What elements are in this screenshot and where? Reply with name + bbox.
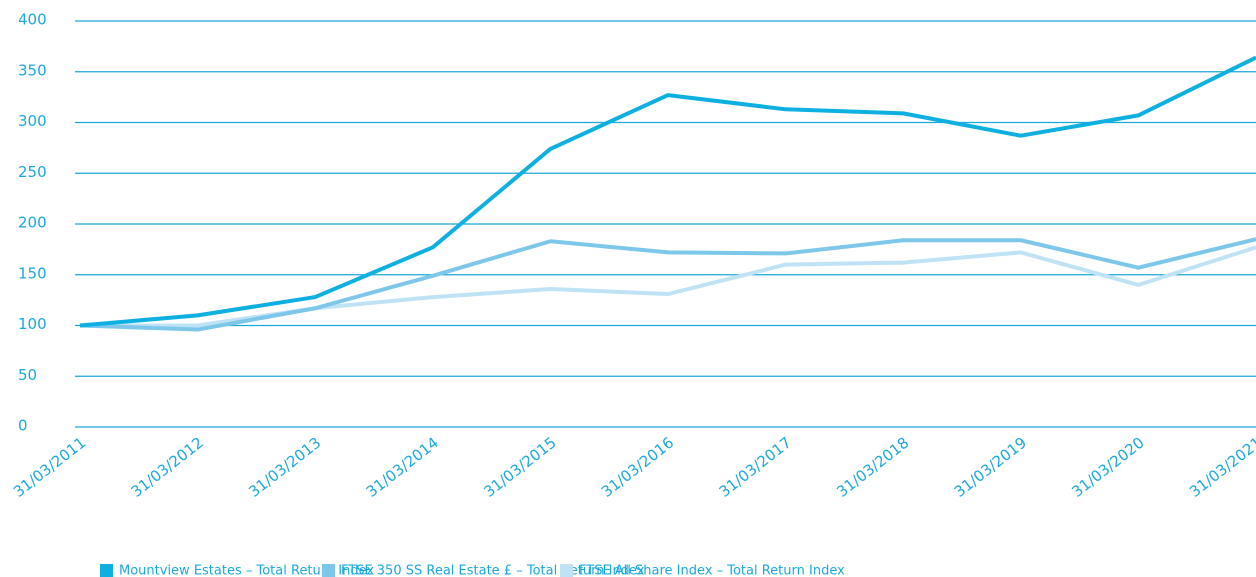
y-tick-label: 200 xyxy=(18,214,47,232)
legend-label: FTSE All Share Index – Total Return Inde… xyxy=(579,564,845,577)
line xyxy=(80,245,1256,328)
y-tick-label: 400 xyxy=(18,11,47,29)
x-tick-label: 31/03/2014 xyxy=(363,434,442,501)
line xyxy=(79,55,1256,328)
legend-swatch xyxy=(560,564,573,577)
y-tick-label: 250 xyxy=(18,163,47,181)
x-tick-label: 31/03/2015 xyxy=(480,434,559,501)
y-tick-label: 150 xyxy=(18,264,47,282)
legend-label: Mountview Estates – Total Return Index xyxy=(119,564,374,577)
x-tick-label: 31/03/2013 xyxy=(245,434,324,501)
legend-swatch xyxy=(100,564,113,577)
x-tick-label: 31/03/2012 xyxy=(128,434,207,501)
x-tick-label: 31/03/2019 xyxy=(951,434,1030,501)
x-tick-label: 31/03/2021 xyxy=(1186,434,1256,501)
legend-swatch xyxy=(322,564,335,577)
y-tick-label: 350 xyxy=(18,61,47,79)
y-tick-label: 300 xyxy=(18,112,47,130)
x-tick-label: 31/03/2011 xyxy=(10,434,89,501)
y-tick-label: 50 xyxy=(18,366,37,384)
x-tick-label: 31/03/2018 xyxy=(833,434,912,501)
y-tick-label: 100 xyxy=(18,315,47,333)
x-tick-label: 31/03/2016 xyxy=(598,434,677,501)
line xyxy=(79,237,1256,332)
y-tick-label: 0 xyxy=(18,417,28,435)
x-tick-label: 31/03/2017 xyxy=(716,434,795,501)
x-tick-label: 31/03/2020 xyxy=(1068,434,1147,501)
